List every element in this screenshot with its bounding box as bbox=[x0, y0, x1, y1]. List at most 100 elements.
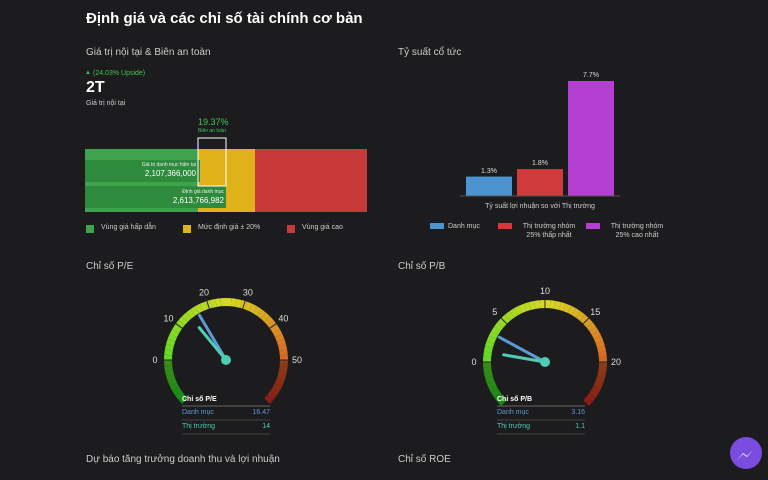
section-title: Chỉ số P/E bbox=[86, 261, 134, 272]
gauge-arc bbox=[586, 392, 596, 402]
fair-label: Định giá danh mục bbox=[182, 189, 224, 195]
gauge-arc bbox=[182, 312, 192, 322]
gauge-tick bbox=[242, 300, 246, 309]
gauge-arc bbox=[166, 338, 176, 347]
gauge-arc bbox=[583, 396, 593, 406]
gauge-arc bbox=[485, 340, 495, 349]
gauge-arc bbox=[169, 382, 180, 392]
table-title: Chỉ số P/E bbox=[182, 396, 217, 403]
gauge-arc bbox=[252, 306, 262, 316]
gauge-tick-label: 50 bbox=[292, 355, 302, 365]
gauge-arc bbox=[278, 369, 288, 377]
gauge-arc bbox=[483, 371, 493, 379]
margin-box bbox=[197, 137, 227, 187]
gauge-arc bbox=[589, 326, 599, 336]
gauge-arc bbox=[579, 314, 589, 324]
legend-swatch bbox=[86, 225, 94, 233]
gauge-arc bbox=[486, 380, 497, 389]
gauge-arc bbox=[166, 373, 176, 382]
legend-label: Vùng giá hấp dẫn bbox=[101, 224, 156, 231]
gauge-arc bbox=[501, 314, 511, 324]
gauge-tick-label: 0 bbox=[152, 355, 157, 365]
legend-swatch bbox=[430, 223, 444, 229]
gauge-tick bbox=[500, 317, 508, 325]
gauge-arc bbox=[598, 366, 607, 373]
gauge-arc bbox=[567, 305, 577, 316]
gauge-arc bbox=[164, 369, 174, 377]
up-arrow: ▲ bbox=[85, 70, 91, 76]
gauge-arc bbox=[169, 328, 180, 338]
fair-value: 2,613,766,982 bbox=[172, 196, 224, 205]
gauge-arc bbox=[591, 384, 602, 394]
legend-swatch bbox=[287, 225, 295, 233]
gauge-arc bbox=[591, 330, 602, 340]
gauge-tick bbox=[206, 300, 210, 309]
gauge-arc bbox=[279, 349, 288, 356]
table-title: Chỉ số P/B bbox=[497, 396, 533, 403]
section-title: Chỉ số P/B bbox=[398, 261, 446, 272]
gauge-arc bbox=[175, 320, 185, 330]
fair-bar bbox=[85, 186, 226, 208]
gauge-arc bbox=[267, 320, 277, 330]
legend-label: Thị trường nhóm 25% thấp nhất bbox=[522, 223, 576, 239]
gauge-arc bbox=[270, 324, 280, 334]
gauge-tick-label: 40 bbox=[278, 313, 288, 323]
gauge-arc bbox=[264, 394, 274, 404]
gauge-arc bbox=[199, 301, 208, 312]
row-value: 16.47 bbox=[252, 409, 270, 416]
gauge-arc bbox=[593, 380, 604, 389]
legend-label: Vùng giá cao bbox=[302, 224, 343, 231]
gauge-arc bbox=[235, 298, 243, 308]
legend-label: Danh mục bbox=[448, 223, 480, 230]
gauge-tick-label: 10 bbox=[164, 313, 174, 323]
section-title: Tỷ suất cổ tức bbox=[398, 47, 462, 58]
row-value: 3.16 bbox=[571, 409, 585, 416]
gauge-arc bbox=[528, 300, 536, 310]
gauge-arc bbox=[178, 316, 188, 326]
intrinsic-label: Giá trị nội tại bbox=[86, 100, 126, 107]
gauge-arc bbox=[276, 338, 286, 347]
gauge-tick-label: 0 bbox=[471, 357, 476, 367]
needle-hub bbox=[540, 357, 550, 367]
gauge-arc bbox=[230, 298, 237, 307]
gauge-arc bbox=[483, 351, 492, 358]
gauge-arc bbox=[505, 311, 515, 321]
price-zone bbox=[255, 149, 367, 212]
row-value: 14 bbox=[262, 423, 270, 430]
section-title: Giá trị nội tại & Biên an toàn bbox=[86, 47, 211, 58]
gauge-arc bbox=[248, 303, 258, 314]
gauge-arc bbox=[571, 308, 581, 318]
gauge-arc bbox=[513, 305, 523, 316]
gauge-arc bbox=[272, 382, 283, 392]
gauge-arc bbox=[486, 335, 497, 344]
gauge-tick-label: 20 bbox=[199, 287, 209, 297]
gauge-arc bbox=[494, 392, 504, 402]
bar-label: 1.3% bbox=[481, 167, 497, 175]
gauge-arc bbox=[209, 298, 217, 308]
gauge-arc bbox=[595, 375, 605, 384]
gauge-arc bbox=[549, 300, 556, 309]
gauge-arc bbox=[491, 326, 501, 336]
gauge-arc bbox=[575, 311, 585, 321]
gauge-tick bbox=[269, 323, 277, 329]
gauge-arc bbox=[267, 390, 277, 400]
gauge-arc bbox=[483, 345, 493, 353]
needle-hub bbox=[221, 355, 231, 365]
gauge-arc bbox=[534, 300, 541, 309]
gauge-arc bbox=[256, 309, 266, 319]
legend-label: Mức định giá ± 20% bbox=[198, 224, 261, 231]
current-label: Giá trị danh mục hiện tại bbox=[141, 162, 196, 168]
margin-label: Biên an toàn bbox=[198, 128, 227, 134]
gauge-arc bbox=[272, 328, 283, 338]
gauge-tick-label: 5 bbox=[492, 307, 497, 317]
gauge-arc bbox=[589, 388, 599, 398]
row-value: 1.1 bbox=[575, 423, 585, 430]
gauge-arc bbox=[270, 386, 280, 396]
gauge-arc bbox=[558, 302, 567, 312]
messenger-button[interactable] bbox=[730, 437, 762, 469]
gauge-arc bbox=[586, 322, 596, 332]
gauge-arc bbox=[278, 343, 288, 351]
gauge-arc bbox=[509, 308, 519, 318]
